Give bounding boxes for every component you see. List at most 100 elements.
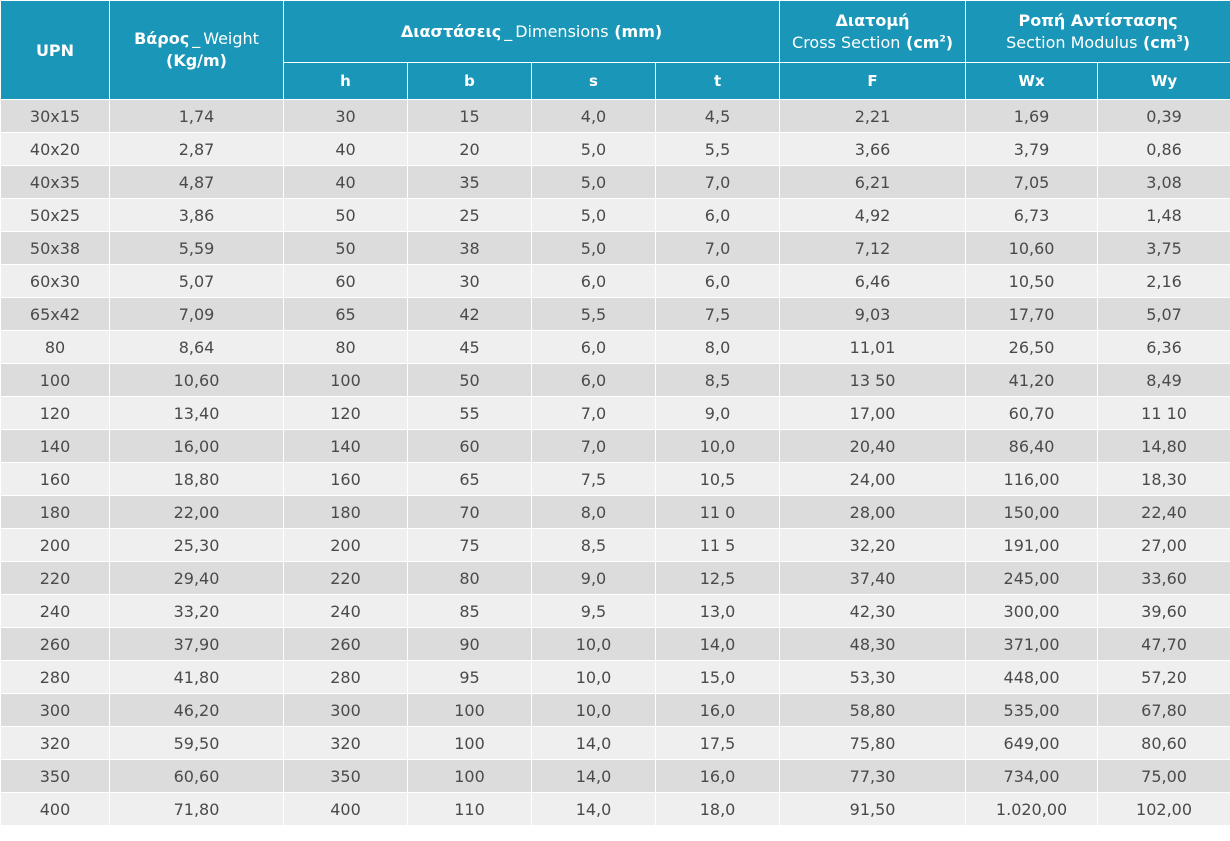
header-h: h [283, 62, 408, 100]
cell-wy: 2,16 [1097, 264, 1230, 298]
cell-wx: 116,00 [965, 462, 1099, 496]
header-cross-english: Cross Section [792, 32, 901, 52]
cell-f: 28,00 [779, 495, 967, 529]
table-row: 100 10,60 100 50 6,0 8,5 13 50 41,20 8,49 [0, 363, 1230, 397]
header-dimensions-english: Dimensions [515, 21, 609, 41]
cell-wx: 1,69 [965, 99, 1099, 133]
cell-f: 13 50 [779, 363, 967, 397]
cell-upn: 50x25 [0, 198, 110, 232]
cell-s: 6,0 [531, 264, 656, 298]
cell-s: 5,0 [531, 198, 656, 232]
cell-t: 10,0 [654, 429, 781, 463]
cell-upn: 200 [0, 528, 110, 562]
cell-h: 320 [283, 726, 408, 760]
cell-upn: 60x30 [0, 264, 110, 298]
cell-s: 8,0 [531, 495, 656, 529]
cell-wx: 26,50 [965, 330, 1099, 364]
cell-upn: 40x35 [0, 165, 110, 199]
table-row: 200 25,30 200 75 8,5 11 5 32,20 191,00 27,00 [0, 528, 1230, 562]
cell-upn: 80 [0, 330, 110, 364]
cell-s: 7,0 [531, 396, 656, 430]
cell-b: 65 [407, 462, 532, 496]
cell-b: 85 [407, 594, 532, 628]
header-t: t [654, 62, 781, 100]
cell-b: 100 [407, 759, 532, 793]
cell-t: 18,0 [654, 792, 781, 826]
cell-b: 95 [407, 660, 532, 694]
cell-upn: 320 [0, 726, 110, 760]
cell-weight: 8,64 [109, 330, 284, 364]
cell-t: 17,5 [654, 726, 781, 760]
cell-f: 4,92 [779, 198, 967, 232]
cell-b: 15 [407, 99, 532, 133]
cell-f: 42,30 [779, 594, 967, 628]
cell-f: 75,80 [779, 726, 967, 760]
cell-f: 24,00 [779, 462, 967, 496]
header-cross-unit: (cm2) [906, 33, 953, 52]
cell-upn: 220 [0, 561, 110, 595]
cell-f: 58,80 [779, 693, 967, 727]
cell-weight: 5,59 [109, 231, 284, 265]
cell-upn: 50x38 [0, 231, 110, 265]
cell-wy: 11 10 [1097, 396, 1230, 430]
cell-h: 180 [283, 495, 408, 529]
cell-b: 70 [407, 495, 532, 529]
cell-b: 90 [407, 627, 532, 661]
cell-wy: 75,00 [1097, 759, 1230, 793]
cell-wy: 57,20 [1097, 660, 1230, 694]
cell-f: 9,03 [779, 297, 967, 331]
table-row: 120 13,40 120 55 7,0 9,0 17,00 60,70 11 10 [0, 396, 1230, 430]
cell-wx: 734,00 [965, 759, 1099, 793]
cell-b: 30 [407, 264, 532, 298]
cell-wx: 7,05 [965, 165, 1099, 199]
cell-t: 4,5 [654, 99, 781, 133]
cell-b: 20 [407, 132, 532, 166]
header-cross-unit-text: (cm [906, 32, 940, 52]
table-row: 60x30 5,07 60 30 6,0 6,0 6,46 10,50 2,16 [0, 264, 1230, 298]
header-modulus-unit-text: (cm [1142, 32, 1177, 52]
cell-s: 6,0 [531, 363, 656, 397]
cell-s: 9,5 [531, 594, 656, 628]
cell-s: 10,0 [531, 660, 656, 694]
cell-wx: 245,00 [965, 561, 1099, 595]
cell-t: 16,0 [654, 693, 781, 727]
cell-f: 11,01 [779, 330, 967, 364]
cell-weight: 60,60 [109, 759, 284, 793]
cell-wy: 5,07 [1097, 297, 1230, 331]
cell-weight: 41,80 [109, 660, 284, 694]
cell-weight: 3,86 [109, 198, 284, 232]
table-row: 260 37,90 260 90 10,0 14,0 48,30 371,00 47,70 [0, 627, 1230, 661]
header-weight-unit: (Kg/m) [166, 51, 227, 70]
cell-b: 100 [407, 726, 532, 760]
cell-h: 40 [283, 132, 408, 166]
cell-h: 200 [283, 528, 408, 562]
table-row: 180 22,00 180 70 8,0 11 0 28,00 150,00 22,40 [0, 495, 1230, 529]
cell-wx: 150,00 [965, 495, 1099, 529]
cell-wy: 3,75 [1097, 231, 1230, 265]
cell-t: 7,0 [654, 231, 781, 265]
cell-weight: 33,20 [109, 594, 284, 628]
cell-wy: 14,80 [1097, 429, 1230, 463]
table-row: 240 33,20 240 85 9,5 13,0 42,30 300,00 39,60 [0, 594, 1230, 628]
header-section-modulus: Ροπή Αντίστασης Section Modulus (cm3) [965, 0, 1230, 63]
cell-wy: 8,49 [1097, 363, 1230, 397]
header-dimensions-greek: Διαστάσεις [400, 21, 502, 41]
cell-t: 6,0 [654, 264, 781, 298]
cell-wy: 47,70 [1097, 627, 1230, 661]
cell-upn: 350 [0, 759, 110, 793]
cell-t: 13,0 [654, 594, 781, 628]
cell-wx: 6,73 [965, 198, 1099, 232]
header-cross-sup: 2 [939, 34, 946, 45]
cell-b: 55 [407, 396, 532, 430]
table-row: 350 60,60 350 100 14,0 16,0 77,30 734,00 75,00 [0, 759, 1230, 793]
table-row: 40x20 2,87 40 20 5,0 5,5 3,66 3,79 0,86 [0, 132, 1230, 166]
cell-h: 120 [283, 396, 408, 430]
header-weight: Βάρος _ Weight (Kg/m) [109, 0, 284, 100]
cell-wx: 60,70 [965, 396, 1099, 430]
cell-upn: 30x15 [0, 99, 110, 133]
header-modulus-sup: 3 [1176, 34, 1183, 45]
cell-h: 60 [283, 264, 408, 298]
table-row: 30x15 1,74 30 15 4,0 4,5 2,21 1,69 0,39 [0, 99, 1230, 133]
header-separator: _ [192, 29, 201, 48]
